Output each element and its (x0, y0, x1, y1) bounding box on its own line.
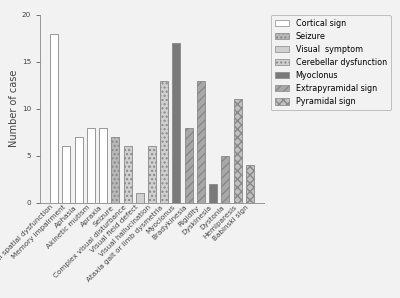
Bar (185, 128, 193, 203)
Bar (136, 193, 144, 203)
Bar (111, 137, 119, 203)
Bar (87, 128, 95, 203)
Bar (172, 43, 180, 203)
Bar (222, 156, 229, 203)
Bar (197, 81, 205, 203)
Bar (148, 146, 156, 203)
Bar (124, 146, 132, 203)
Bar (75, 137, 82, 203)
Bar (62, 146, 70, 203)
Bar (209, 184, 217, 203)
Bar (160, 81, 168, 203)
Bar (50, 34, 58, 203)
Y-axis label: Number of case: Number of case (9, 70, 19, 148)
Bar (234, 100, 242, 203)
Bar (246, 165, 254, 203)
Legend: Cortical sign, Seizure, Visual  symptom, Cerebellar dysfunction, Myoclonus, Extr: Cortical sign, Seizure, Visual symptom, … (271, 15, 391, 110)
Bar (99, 128, 107, 203)
